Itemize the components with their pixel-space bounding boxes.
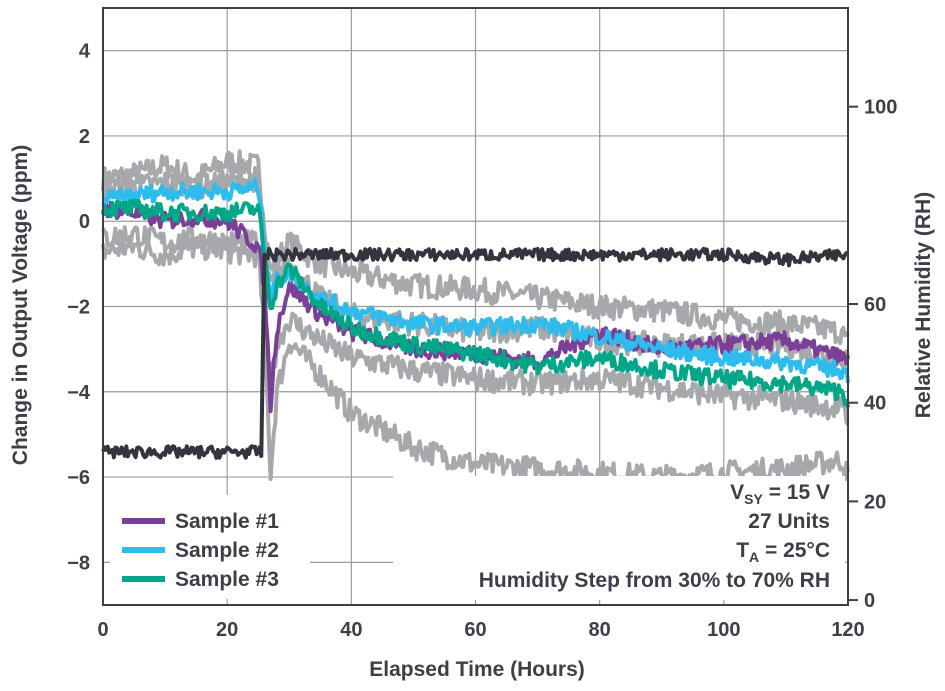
humidity-line <box>101 246 849 460</box>
legend: Sample #1 Sample #2 Sample #3 <box>122 510 279 591</box>
y-tick-label: −2 <box>67 297 90 319</box>
x-axis-title: Elapsed Time (Hours) <box>369 658 585 681</box>
y-tick-label: −4 <box>67 382 91 404</box>
y2-tick-label: 0 <box>864 590 875 612</box>
plot-frame <box>102 7 849 606</box>
y2-tick-label: 100 <box>864 97 897 119</box>
annotation-units: 27 Units <box>748 510 830 533</box>
legend-label: Sample #2 <box>175 539 279 562</box>
x-tick-label: 120 <box>831 619 864 641</box>
y-tick-label: 4 <box>79 41 91 63</box>
background-trace <box>101 225 850 426</box>
y-axis-title: Change in Output Voltage (ppm) <box>9 145 32 465</box>
annotation-humidity-step: Humidity Step from 30% to 70% RH <box>479 569 830 592</box>
annotation-vsy: VSY = 15 V <box>730 481 830 507</box>
legend-label: Sample #3 <box>175 568 279 591</box>
y2-axis-title: Relative Humidity (RH) <box>912 192 935 418</box>
series-line-2 <box>101 177 850 384</box>
x-tick-label: 20 <box>216 619 238 641</box>
x-tick-label: 0 <box>97 619 108 641</box>
y-tick-label: 0 <box>79 211 90 233</box>
annotation-background <box>393 476 845 600</box>
series-layer <box>101 177 850 460</box>
x-tick-label: 80 <box>589 619 611 641</box>
y-tick-label: −6 <box>67 467 90 489</box>
y-tick-label: −8 <box>67 552 90 574</box>
y-tick-label: 2 <box>79 126 90 148</box>
background-trace <box>101 149 850 346</box>
x-tick-label: 100 <box>707 619 740 641</box>
y2-tick-label: 20 <box>864 491 886 513</box>
legend-label: Sample #1 <box>175 510 279 533</box>
x-tick-label: 60 <box>464 619 486 641</box>
x-tick-label: 40 <box>340 619 362 641</box>
annotation-ta: TA = 25°C <box>736 539 830 565</box>
y2-tick-label: 40 <box>864 393 886 415</box>
y2-tick-label: 60 <box>864 294 886 316</box>
series-line-3 <box>101 198 850 408</box>
